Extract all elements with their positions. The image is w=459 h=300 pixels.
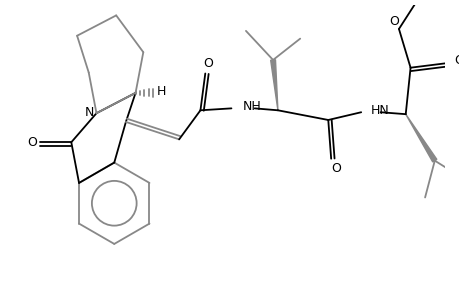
- Text: N: N: [85, 106, 94, 119]
- Text: O: O: [330, 162, 340, 175]
- Polygon shape: [270, 60, 277, 110]
- Text: H: H: [157, 85, 166, 98]
- Text: HN: HN: [370, 104, 389, 117]
- Polygon shape: [405, 114, 436, 162]
- Text: O: O: [28, 136, 38, 149]
- Text: O: O: [453, 54, 459, 68]
- Text: O: O: [388, 15, 398, 28]
- Text: O: O: [203, 57, 213, 70]
- Text: NH: NH: [242, 100, 261, 113]
